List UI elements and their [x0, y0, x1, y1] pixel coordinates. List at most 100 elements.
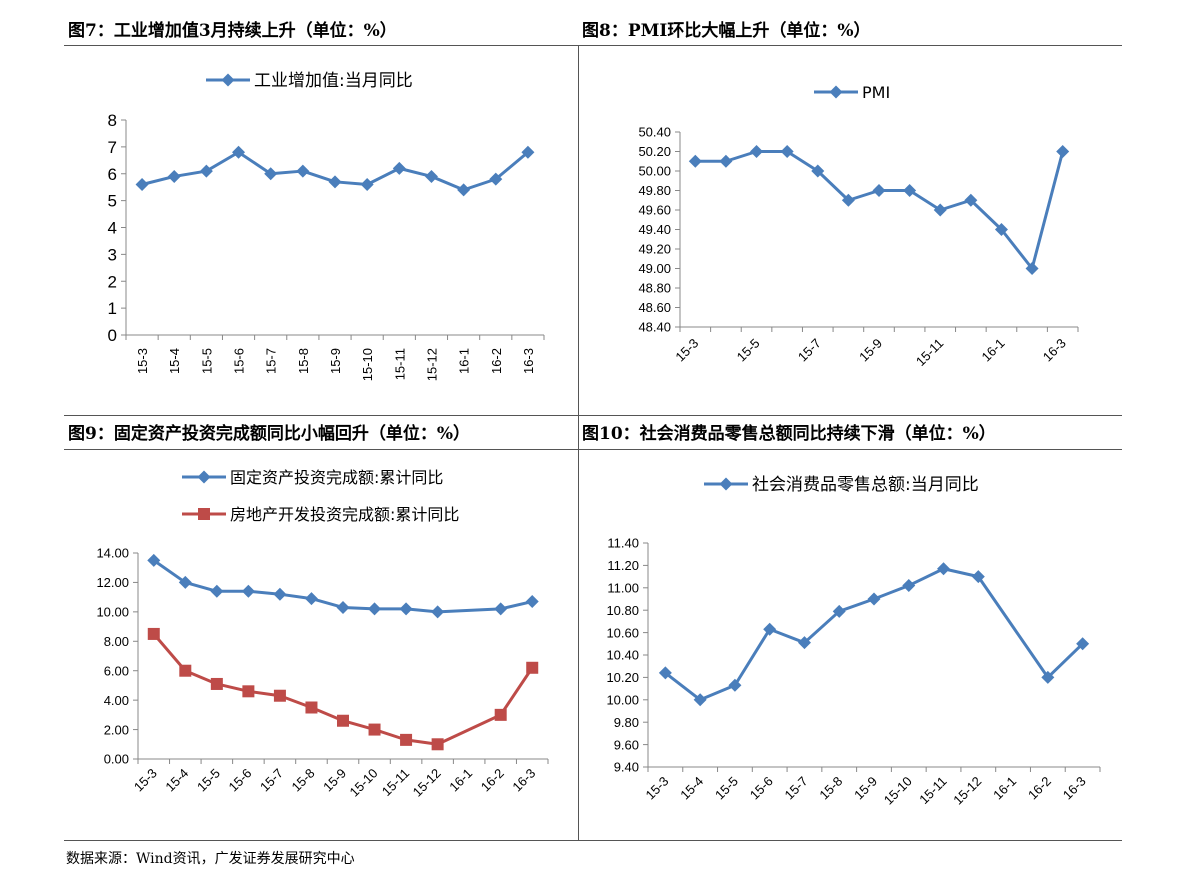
data-point: [210, 677, 223, 690]
panel-title-fig10: 图10：社会消费品零售总额同比持续下滑（单位：%）: [582, 424, 996, 444]
y-tick-label: 1: [108, 299, 117, 318]
data-point: [328, 175, 342, 189]
data-point: [457, 183, 471, 197]
legend-marker: [719, 477, 733, 491]
data-point: [797, 636, 811, 650]
x-tick-label: 15-6: [232, 348, 247, 374]
x-tick-label: 15-12: [424, 348, 439, 381]
x-tick-label: 16-1: [446, 766, 475, 795]
data-point: [368, 723, 381, 736]
x-tick-label: 15-5: [199, 348, 214, 374]
data-point: [728, 678, 742, 692]
x-tick-label: 15-9: [328, 348, 343, 374]
y-tick-label: 50.00: [638, 164, 671, 179]
x-tick-label: 15-7: [264, 348, 279, 374]
data-point: [933, 203, 947, 217]
x-tick-label: 16-1: [990, 774, 1019, 803]
data-point: [273, 587, 287, 601]
x-tick-label: 15-4: [167, 348, 182, 374]
x-tick-label: 15-7: [257, 766, 286, 795]
x-tick-label: 15-3: [672, 336, 701, 365]
series-line: [152, 559, 533, 614]
data-point: [273, 689, 286, 702]
data-point: [337, 714, 349, 727]
y-tick-label: 9.40: [614, 760, 639, 775]
y-tick-label: 8: [108, 111, 117, 130]
data-point: [167, 169, 181, 183]
data-point: [360, 178, 374, 191]
y-tick-label: 3: [108, 245, 117, 264]
divider-middle-top: [64, 415, 1122, 416]
x-tick-label: 15-5: [734, 336, 763, 365]
y-tick-label: 50.40: [638, 125, 671, 140]
data-point: [494, 602, 508, 616]
data-point: [305, 701, 318, 714]
x-tick-label: 15-10: [347, 766, 381, 800]
data-point: [780, 145, 794, 158]
series-line: [695, 150, 1065, 270]
x-tick-label: 15-9: [856, 336, 885, 365]
x-tick-label: 15-4: [677, 774, 706, 803]
x-tick-label: 15-4: [162, 766, 191, 795]
x-tick-label: 16-2: [478, 766, 507, 795]
data-point: [179, 664, 192, 677]
x-tick-label: 16-3: [521, 348, 536, 374]
y-tick-label: 9.60: [614, 737, 639, 752]
x-tick-label: 15-3: [642, 774, 671, 803]
y-tick-label: 6: [108, 165, 117, 184]
data-point: [937, 562, 951, 576]
divider-top: [64, 45, 1122, 46]
legend-marker: [829, 85, 843, 99]
series-line: [664, 567, 1084, 702]
legend-label: 房地产开发投资完成额:累计同比: [230, 505, 459, 524]
y-tick-label: 10.80: [606, 603, 639, 618]
chart-retail-sales: 9.40 9.60 9.80 10.00 10.20 10.40 10.60 10.80 11.…: [606, 475, 1101, 808]
data-point: [489, 172, 503, 186]
data-point: [525, 595, 539, 609]
x-tick-label: 15-11: [392, 348, 407, 380]
data-point: [867, 592, 881, 606]
data-point: [241, 584, 255, 598]
y-tick-label: 10.40: [606, 648, 639, 663]
data-point: [399, 602, 413, 616]
y-tick-label: 2: [108, 272, 117, 291]
x-tick-label: 15-3: [135, 348, 150, 374]
x-tick-label: 16-2: [489, 348, 504, 374]
data-point: [658, 666, 672, 680]
data-point: [431, 605, 445, 619]
data-point: [994, 223, 1008, 236]
data-point: [750, 145, 764, 158]
divider-middle-bottom: [64, 449, 1122, 450]
data-point: [210, 584, 224, 598]
legend-marker: [197, 470, 211, 484]
data-point: [431, 738, 444, 751]
data-point: [971, 570, 985, 584]
data-point: [903, 184, 917, 197]
data-point: [147, 627, 160, 640]
x-tick-label: 15-5: [194, 766, 223, 795]
y-tick-label: 2.00: [104, 722, 129, 737]
legend-label: 固定资产投资完成额:累计同比: [230, 468, 443, 487]
x-tick-label: 15-9: [851, 774, 880, 803]
data-point: [178, 575, 192, 589]
data-point: [336, 600, 350, 614]
y-tick-label: 4: [108, 219, 117, 238]
y-tick-label: 11.20: [607, 558, 639, 573]
data-point: [1041, 670, 1055, 684]
x-tick-label: 15-11: [913, 336, 946, 369]
x-tick-label: 15-3: [131, 766, 160, 795]
y-tick-label: 9.80: [614, 715, 639, 730]
data-point: [494, 708, 507, 721]
y-tick-label: 10.00: [606, 692, 639, 707]
y-tick-label: 12.00: [96, 575, 129, 590]
y-tick-label: 49.00: [638, 261, 671, 276]
data-point: [521, 145, 535, 159]
x-tick-label: 15-6: [747, 774, 776, 803]
x-tick-label: 15-12: [950, 774, 984, 808]
x-tick-label: 15-7: [782, 774, 811, 803]
legend-marker: [221, 73, 235, 87]
chart-industrial-value-added: 0 1 2 3 4 5 6 7 8 15-3 15-4 15-5 15-6 15-7 15-8 15-9 15-…: [108, 71, 545, 381]
series-line: [152, 632, 534, 746]
x-tick-label: 16-1: [457, 348, 472, 374]
